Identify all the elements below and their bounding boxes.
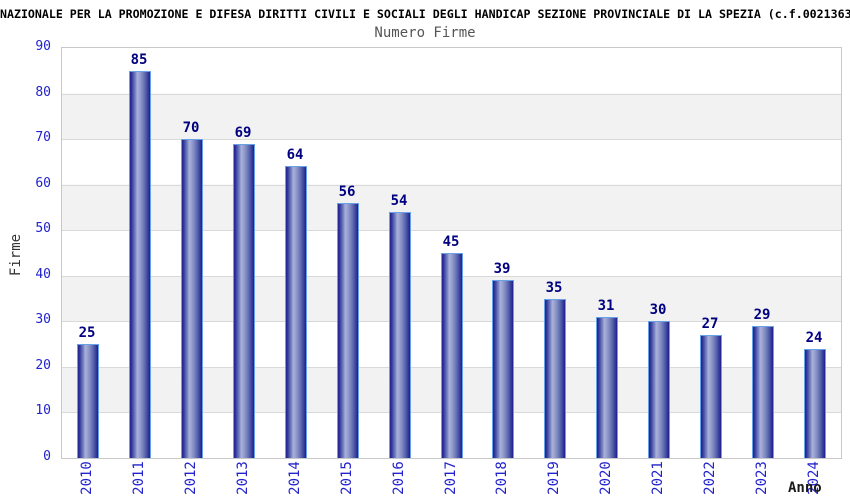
bar-2023: [752, 326, 774, 458]
x-tick-label-2019: 2019: [546, 461, 562, 495]
page-title: NAZIONALE PER LA PROMOZIONE E DIFESA DIR…: [0, 7, 850, 21]
x-tick-label-2013: 2013: [235, 461, 251, 495]
bar-2020: [596, 317, 618, 458]
value-label-2017: 45: [442, 234, 460, 250]
y-tick-label-10: 10: [35, 403, 51, 418]
x-tick-label-2021: 2021: [650, 461, 666, 495]
y-tick-label-30: 30: [35, 312, 51, 327]
x-tick-label-2020: 2020: [598, 461, 614, 495]
value-label-2018: 39: [493, 261, 511, 277]
plot-area: [61, 47, 842, 459]
value-label-2012: 70: [182, 120, 200, 136]
x-tick-label-2011: 2011: [131, 461, 147, 495]
value-label-2021: 30: [649, 302, 667, 318]
gridline-80: [62, 94, 841, 95]
value-label-2024: 24: [805, 330, 823, 346]
chart-title: Numero Firme: [374, 25, 476, 41]
bar-2015: [337, 203, 359, 458]
bar-2013: [233, 144, 255, 458]
value-label-2022: 27: [701, 316, 719, 332]
y-tick-label-0: 0: [43, 449, 51, 464]
y-tick-label-50: 50: [35, 221, 51, 236]
x-tick-label-2010: 2010: [79, 461, 95, 495]
bar-2021: [648, 321, 670, 458]
bar-2012: [181, 139, 203, 458]
y-tick-label-80: 80: [35, 85, 51, 100]
bar-2019: [544, 299, 566, 458]
value-label-2013: 69: [234, 125, 252, 141]
bar-2017: [441, 253, 463, 458]
gridline-70: [62, 139, 841, 140]
gridline-60: [62, 185, 841, 186]
x-axis-title: Anno: [788, 480, 822, 496]
y-tick-label-70: 70: [35, 130, 51, 145]
y-tick-label-40: 40: [35, 267, 51, 282]
bar-2011: [129, 71, 151, 458]
bar-2010: [77, 344, 99, 458]
x-tick-label-2014: 2014: [287, 461, 303, 495]
y-tick-label-90: 90: [35, 39, 51, 54]
x-tick-label-2022: 2022: [702, 461, 718, 495]
y-tick-label-20: 20: [35, 358, 51, 373]
x-tick-label-2018: 2018: [494, 461, 510, 495]
value-label-2014: 64: [286, 147, 304, 163]
gridline-50: [62, 230, 841, 231]
value-label-2019: 35: [545, 280, 563, 296]
bar-2022: [700, 335, 722, 458]
y-tick-label-60: 60: [35, 176, 51, 191]
bar-2014: [285, 166, 307, 458]
value-label-2010: 25: [78, 325, 96, 341]
bar-2016: [389, 212, 411, 458]
value-label-2015: 56: [338, 184, 356, 200]
value-label-2011: 85: [130, 52, 148, 68]
x-tick-label-2015: 2015: [339, 461, 355, 495]
bar-2018: [492, 280, 514, 458]
value-label-2016: 54: [390, 193, 408, 209]
bar-2024: [804, 349, 826, 458]
x-tick-label-2017: 2017: [443, 461, 459, 495]
x-tick-label-2016: 2016: [391, 461, 407, 495]
value-label-2023: 29: [753, 307, 771, 323]
value-label-2020: 31: [597, 298, 615, 314]
x-tick-label-2012: 2012: [183, 461, 199, 495]
x-tick-label-2023: 2023: [754, 461, 770, 495]
